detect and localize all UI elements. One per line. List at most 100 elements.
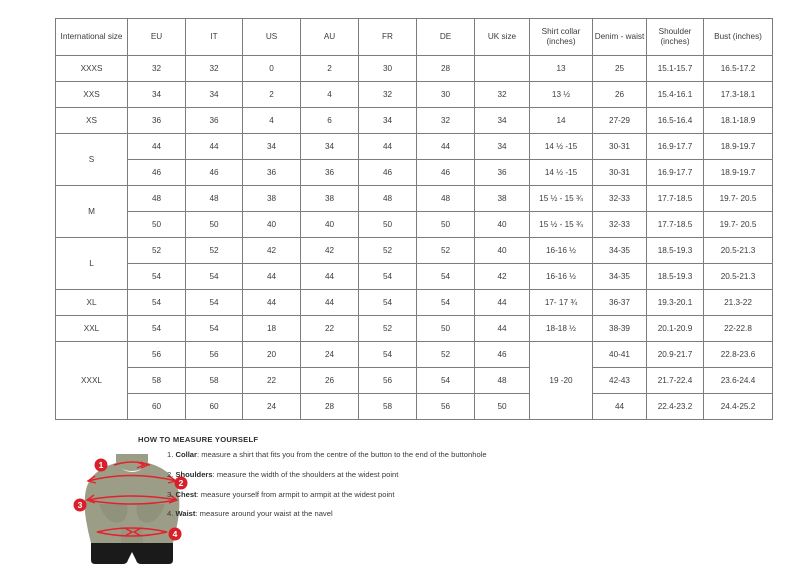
cell-bust: 20.5-21.3 (703, 237, 773, 264)
column-header-fr: FR (358, 18, 417, 56)
cell-us: 0 (242, 55, 301, 82)
instruction-item: 3. Chest: measure yourself from armpit t… (167, 490, 767, 500)
badge-2-label: 2 (179, 478, 184, 488)
cell-au: 2 (300, 55, 359, 82)
instruction-number: 4. (167, 509, 174, 519)
cell-bust: 23.6-24.4 (703, 367, 773, 394)
cell-shoulder: 16.5-16.4 (646, 107, 704, 134)
cell-uk: 50 (474, 393, 530, 420)
cell-shirt-collar: 15 ½ - 15 ¾ (529, 185, 593, 212)
table-row: M 48 48 38 38 48 48 38 15 ½ - 15 ¾ 32-33 17.7-18.5… (55, 185, 773, 238)
cell-it: 54 (185, 289, 243, 316)
column-header-bust: Bust (inches) (703, 18, 773, 56)
instruction-term: Chest (175, 489, 197, 499)
cell-uk: 34 (474, 107, 530, 134)
cell-fr: 30 (358, 55, 417, 82)
cell-eu: 34 (127, 81, 186, 108)
instruction-number: 3. (167, 489, 174, 499)
badge-1-circle (94, 458, 108, 472)
cell-fr: 52 (358, 237, 417, 264)
cell-uk: 32 (474, 81, 530, 108)
instruction-item: 4. Waist: measure around your waist at t… (167, 509, 767, 519)
cell-us: 22 (242, 367, 301, 394)
table-row: XL 54 54 44 44 54 54 44 17- 17 ¾ 36-37 19.3-20.1 21… (55, 289, 773, 316)
cell-shirt-collar: 15 ½ - 15 ¾ (529, 211, 593, 238)
cell-us: 36 (242, 159, 301, 186)
waist-measure-arrow (96, 527, 168, 537)
cell-us: 38 (242, 185, 301, 212)
cell-it: 44 (185, 133, 243, 160)
cell-shirt-collar: 18-18 ½ (529, 315, 593, 342)
cell-shirt-collar: 13 ½ (529, 81, 593, 108)
cell-de: 44 (416, 133, 475, 160)
column-header-us: US (242, 18, 301, 56)
cell-de: 52 (416, 341, 475, 368)
cell-us: 20 (242, 341, 301, 368)
cell-shirt-collar: 14 ½ -15 (529, 159, 593, 186)
cell-au: 40 (300, 211, 359, 238)
cell-de: 54 (416, 289, 475, 316)
cell-de: 32 (416, 107, 475, 134)
cell-us: 24 (242, 393, 301, 420)
cell-eu: 32 (127, 55, 186, 82)
cell-shoulder: 18.5-19.3 (646, 237, 704, 264)
cell-denim-waist: 32-33 (592, 211, 647, 238)
how-to-measure-heading: HOW TO MEASURE YOURSELF (138, 435, 259, 444)
cell-shirt-collar: 14 (529, 107, 593, 134)
instruction-term: Collar (175, 450, 197, 459)
cell-bust: 16.5-17.2 (703, 55, 773, 82)
cell-eu: 52 (127, 237, 186, 264)
cell-de: 54 (416, 367, 475, 394)
cell-uk (474, 55, 530, 82)
cell-it: 56 (185, 341, 243, 368)
badge-3-circle (73, 498, 87, 512)
cell-de: 28 (416, 55, 475, 82)
cell-fr: 56 (358, 367, 417, 394)
cell-au: 44 (300, 263, 359, 290)
column-header-uk-size: UK size (474, 18, 530, 56)
instruction-term: Waist (175, 509, 196, 519)
cell-us: 34 (242, 133, 301, 160)
instruction-term: Shoulders (175, 469, 213, 479)
cell-us: 44 (242, 289, 301, 316)
cell-international-size: XS (55, 107, 128, 134)
cell-uk: 42 (474, 263, 530, 290)
cell-uk: 36 (474, 159, 530, 186)
table-body: XXXS 32 32 0 2 30 28 13 25 15.1-15.7 16.5-17.2 XXS 3… (55, 55, 773, 420)
cell-shoulder: 15.4-16.1 (646, 81, 704, 108)
collar-arrowhead-right2 (136, 461, 146, 469)
cell-fr: 32 (358, 81, 417, 108)
cell-eu: 44 (127, 133, 186, 160)
table-row: 60 60 24 28 58 56 50 44 22.4-23.2 24.4-25.2 (56, 393, 773, 420)
cell-bust: 18.9-19.7 (703, 133, 773, 160)
table-row: L 52 52 42 42 52 52 40 16-16 ½ 34-35 18.5-19.3 20.5… (55, 237, 773, 290)
cell-uk: 44 (474, 315, 530, 342)
table-row: XXL 54 54 18 22 52 50 44 18-18 ½ 38-39 20.1-20.9 22… (55, 315, 773, 342)
cell-de: 50 (416, 315, 475, 342)
column-header-it: IT (185, 18, 243, 56)
cell-denim-waist: 30-31 (592, 133, 647, 160)
column-header-international-size: International size (55, 18, 128, 56)
cell-fr: 54 (358, 341, 417, 368)
cell-international-size: XXS (55, 81, 128, 108)
column-header-shirt-collar: Shirt collar (inches) (529, 18, 593, 56)
cell-fr: 44 (358, 133, 417, 160)
cell-de: 52 (416, 237, 475, 264)
cell-denim-waist: 32-33 (592, 185, 647, 212)
cell-us: 42 (242, 237, 301, 264)
cell-de: 48 (416, 185, 475, 212)
cell-it: 54 (185, 263, 243, 290)
size-chart-table: International size EU IT US AU FR DE UK … (55, 18, 773, 420)
shoulders-measure-arrow (87, 474, 177, 482)
measurement-instructions-list: 1. Collar: measure a shirt that fits you… (167, 450, 767, 529)
cell-de: 30 (416, 81, 475, 108)
cell-shirt-collar: 16-16 ½ (529, 263, 593, 290)
cell-au: 34 (300, 133, 359, 160)
cell-de: 46 (416, 159, 475, 186)
cell-au: 6 (300, 107, 359, 134)
cell-it: 60 (185, 393, 243, 420)
cell-au: 22 (300, 315, 359, 342)
cell-eu: 54 (127, 263, 186, 290)
cell-denim-waist: 42-43 (592, 367, 647, 394)
cell-bust: 17.3-18.1 (703, 81, 773, 108)
